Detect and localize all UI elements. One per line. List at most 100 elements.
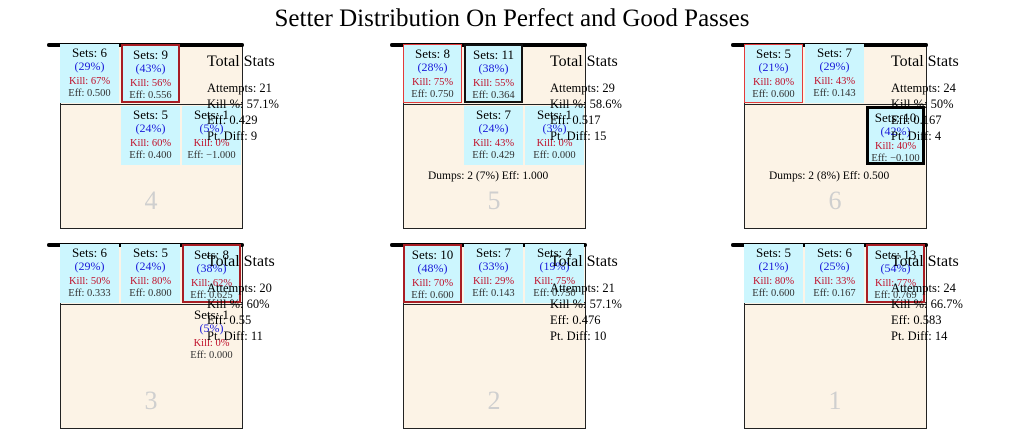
sets-count: Sets: 5 [755,245,792,260]
sets-count: Sets: 9 [132,47,169,62]
efficiency: Eff: 0.000 [190,350,233,361]
efficiency: Eff: 0.625 [190,290,233,301]
sets-count: Sets: 1 [193,107,230,122]
stat-line: Kill %: 50% [891,97,954,111]
kill-percent: Kill: 43% [813,76,856,87]
attack-line [744,104,927,105]
sets-count: Sets: 7 [475,107,512,122]
stat-line: Kill %: 60% [207,297,270,311]
efficiency: Eff: 0.429 [472,150,515,161]
set-zone-back-right: Sets: 1 (5%) Kill: 0% Eff: 0.000 [182,306,241,365]
sets-percent: (24%) [478,121,509,135]
kill-percent: Kill: 75% [533,276,576,287]
efficiency: Eff: 0.500 [68,88,111,99]
rotation-number: 3 [144,386,158,415]
kill-percent: Kill: 55% [472,78,515,89]
efficiency: Eff: 0.556 [129,90,172,101]
efficiency: Eff: −1.000 [187,150,236,161]
sets-percent: (38%) [478,61,509,75]
kill-percent: Kill: 77% [874,278,917,289]
set-zone-left: Sets: 10 (48%) Kill: 70% Eff: 0.600 [403,244,462,303]
efficiency: Eff: 0.167 [813,288,856,299]
kill-percent: Kill: 43% [472,138,515,149]
sets-count: Sets: 4 [536,245,573,260]
kill-percent: Kill: 60% [129,138,172,149]
stat-line: Eff: 0.429 [207,113,258,127]
sets-count: Sets: 5 [755,46,792,61]
stat-line: Attempts: 21 [207,81,272,95]
attack-line [60,104,243,105]
total-stats-heading: Total Stats [207,53,275,70]
kill-percent: Kill: 56% [129,78,172,89]
set-zone-middle: Sets: 7 (33%) Kill: 29% Eff: 0.143 [464,244,523,303]
sets-percent: (5%) [199,321,224,335]
stat-line: Pt. Diff: 14 [891,329,948,343]
sets-count: Sets: 1 [536,107,573,122]
sets-count: Sets: 10 [411,247,454,262]
set-zone-back-middle: Sets: 7 (24%) Kill: 43% Eff: 0.429 [464,106,523,165]
efficiency: Eff: 0.750 [533,288,576,299]
stat-line: Attempts: 24 [891,81,956,95]
sets-percent: (19%) [539,259,570,273]
efficiency: Eff: 0.600 [411,290,454,301]
efficiency: Eff: 0.333 [68,288,111,299]
total-stats-heading: Total Stats [550,253,618,270]
kill-percent: Kill: 67% [68,76,111,87]
stat-line: Attempts: 29 [550,81,615,95]
total-stats: Total Stats Attempts: 21 Kill %: 57.1% Eff:… [550,252,622,344]
efficiency: Eff: 0.800 [129,288,172,299]
sets-percent: (29%) [819,59,850,73]
kill-percent: Kill: 0% [193,138,230,149]
total-stats: Total Stats Attempts: 21 Kill %: 57.1% Eff:… [207,52,279,144]
sets-percent: (54%) [880,261,911,275]
dumps-label: Dumps: 2 (8%) Eff: 0.500 [769,170,890,182]
sets-percent: (24%) [135,121,166,135]
sets-percent: (42%) [880,124,911,138]
sets-percent: (48%) [417,261,448,275]
sets-percent: (25%) [819,259,850,273]
stat-line: Pt. Diff: 15 [550,129,607,143]
attack-line [744,304,927,305]
rotation-number: 4 [144,186,158,215]
sets-percent: (21%) [758,60,789,74]
efficiency: Eff: 0.400 [129,150,172,161]
stat-line: Kill %: 58.6% [550,97,622,111]
kill-percent: Kill: 33% [813,276,856,287]
set-zone-right: Sets: 8 (38%) Kill: 62% Eff: 0.625 [182,244,241,303]
set-zone-back-right: Sets: 1 (5%) Kill: 0% Eff: −1.000 [182,106,241,165]
total-stats-heading: Total Stats [891,253,959,270]
kill-percent: Kill: 50% [68,276,111,287]
sets-count: Sets: 5 [132,245,169,260]
chart-title: Setter Distribution On Perfect and Good … [274,5,750,32]
set-zone-left: Sets: 5 (21%) Kill: 80% Eff: 0.600 [744,244,803,303]
set-zone-middle: Sets: 11 (38%) Kill: 55% Eff: 0.364 [464,44,523,103]
sets-count: Sets: 6 [71,245,108,260]
set-zone-back-right: Sets: 10 (42%) Kill: 40% Eff: −0.100 [866,106,925,165]
kill-percent: Kill: 75% [411,77,454,88]
stat-line: Eff: 0.55 [207,313,252,327]
sets-percent: (29%) [74,59,105,73]
stat-line: Kill %: 57.1% [207,97,279,111]
kill-percent: Kill: 80% [752,77,795,88]
kill-percent: Kill: 40% [874,141,917,152]
sets-count: Sets: 7 [475,245,512,260]
attack-line [60,304,243,305]
sets-percent: (38%) [196,261,227,275]
rotation-number: 5 [487,186,501,215]
sets-count: Sets: 6 [816,245,853,260]
stat-line: Eff: 0.167 [891,113,942,127]
sets-percent: (3%) [542,121,567,135]
efficiency: Eff: 0.143 [472,288,515,299]
stat-line: Pt. Diff: 11 [207,329,263,343]
stat-line: Eff: 0.583 [891,313,942,327]
stat-line: Kill %: 66.7% [891,297,963,311]
kill-percent: Kill: 0% [193,338,230,349]
kill-percent: Kill: 80% [129,276,172,287]
efficiency: Eff: −0.100 [871,153,920,164]
stat-line: Eff: 0.517 [550,113,601,127]
set-zone-left: Sets: 6 (29%) Kill: 67% Eff: 0.500 [60,44,119,103]
set-zone-middle: Sets: 5 (24%) Kill: 80% Eff: 0.800 [121,244,180,303]
dumps-label: Dumps: 2 (7%) Eff: 1.000 [428,170,549,182]
set-zone-middle: Sets: 6 (25%) Kill: 33% Eff: 0.167 [805,244,864,303]
sets-percent: (5%) [199,121,224,135]
